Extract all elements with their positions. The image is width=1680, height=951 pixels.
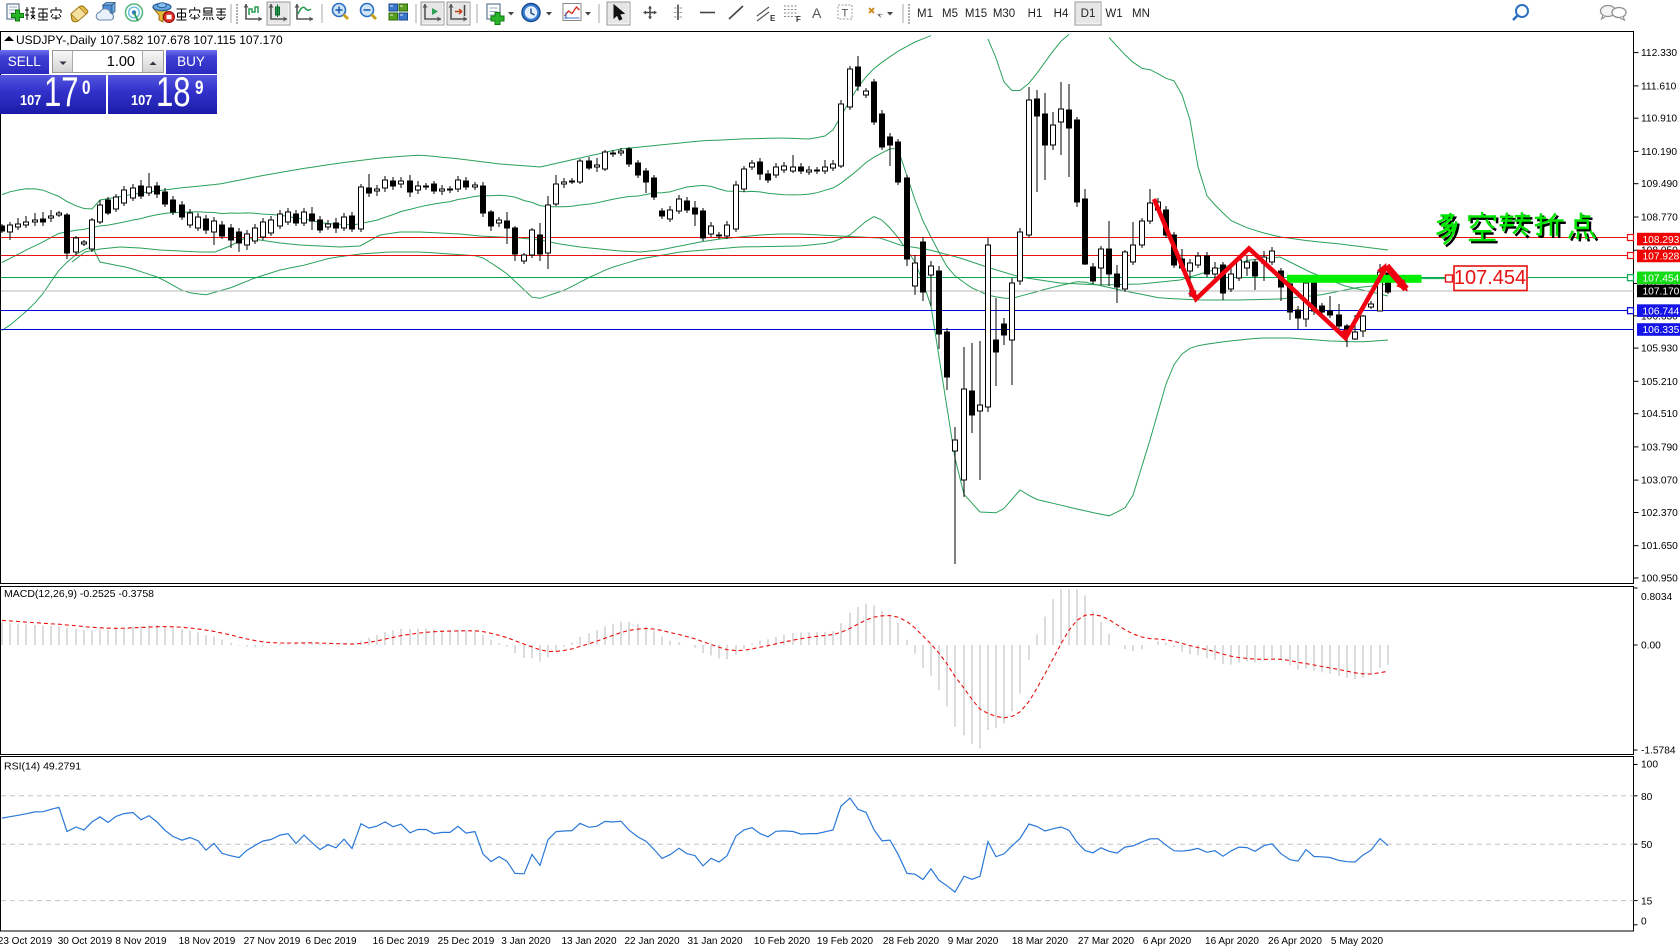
svg-text:108.293: 108.293 bbox=[1643, 235, 1680, 246]
svg-text:8 Nov 2019: 8 Nov 2019 bbox=[115, 936, 167, 947]
svg-text:27 Nov 2019: 27 Nov 2019 bbox=[244, 936, 301, 947]
svg-text:107.454: 107.454 bbox=[1454, 267, 1526, 289]
svg-text:105.210: 105.210 bbox=[1641, 377, 1678, 388]
svg-text:26 Apr 2020: 26 Apr 2020 bbox=[1268, 936, 1322, 947]
svg-text:22 Jan 2020: 22 Jan 2020 bbox=[624, 936, 679, 947]
svg-text:5 May 2020: 5 May 2020 bbox=[1331, 936, 1384, 947]
svg-text:107.454: 107.454 bbox=[1643, 274, 1680, 285]
svg-text:6 Apr 2020: 6 Apr 2020 bbox=[1143, 936, 1192, 947]
svg-text:13 Jan 2020: 13 Jan 2020 bbox=[561, 936, 616, 947]
svg-text:-1.5784: -1.5784 bbox=[1641, 746, 1676, 757]
svg-text:D1: D1 bbox=[1081, 8, 1096, 20]
svg-text:M1: M1 bbox=[917, 8, 933, 20]
svg-text:112.330: 112.330 bbox=[1641, 48, 1677, 59]
svg-text:107.582 107.678 107.115 107.17: 107.582 107.678 107.115 107.170 bbox=[100, 33, 283, 47]
svg-text:28 Feb 2020: 28 Feb 2020 bbox=[883, 936, 940, 947]
svg-text:6 Dec 2019: 6 Dec 2019 bbox=[305, 936, 357, 947]
svg-text:106.744: 106.744 bbox=[1643, 306, 1680, 317]
svg-text:19 Feb 2020: 19 Feb 2020 bbox=[817, 936, 874, 947]
svg-text:108.770: 108.770 bbox=[1641, 212, 1678, 223]
svg-text:0: 0 bbox=[1641, 917, 1647, 928]
svg-text:111.610: 111.610 bbox=[1641, 81, 1677, 92]
svg-text:50: 50 bbox=[1641, 840, 1653, 851]
svg-text:0.00: 0.00 bbox=[1641, 641, 1661, 652]
svg-text:110.190: 110.190 bbox=[1641, 147, 1677, 158]
svg-text:103.070: 103.070 bbox=[1641, 476, 1678, 487]
svg-text:16 Apr 2020: 16 Apr 2020 bbox=[1205, 936, 1259, 947]
svg-text:100.950: 100.950 bbox=[1641, 574, 1678, 585]
svg-text:M5: M5 bbox=[942, 8, 958, 20]
svg-text:18 Nov 2019: 18 Nov 2019 bbox=[179, 936, 236, 947]
svg-text:F: F bbox=[796, 15, 801, 24]
svg-text:100: 100 bbox=[1641, 760, 1658, 771]
svg-text:10 Feb 2020: 10 Feb 2020 bbox=[754, 936, 811, 947]
svg-text:107.170: 107.170 bbox=[1643, 287, 1680, 298]
svg-text:105.930: 105.930 bbox=[1641, 344, 1678, 355]
svg-text:15: 15 bbox=[1641, 897, 1653, 908]
svg-text:0.8034: 0.8034 bbox=[1641, 592, 1672, 603]
svg-text:MN: MN bbox=[1132, 8, 1150, 20]
svg-text:M30: M30 bbox=[993, 8, 1015, 20]
svg-text:104.510: 104.510 bbox=[1641, 409, 1678, 420]
svg-text:MACD(12,26,9) -0.2525 -0.3758: MACD(12,26,9) -0.2525 -0.3758 bbox=[4, 588, 154, 600]
svg-text:106.335: 106.335 bbox=[1643, 325, 1680, 336]
svg-text:M15: M15 bbox=[965, 8, 987, 20]
svg-text:107.928: 107.928 bbox=[1643, 252, 1680, 263]
svg-text:W1: W1 bbox=[1105, 8, 1122, 20]
svg-text:E: E bbox=[770, 14, 776, 23]
svg-text:103.790: 103.790 bbox=[1641, 442, 1678, 453]
svg-text:101.650: 101.650 bbox=[1641, 541, 1678, 552]
svg-text:109.490: 109.490 bbox=[1641, 179, 1678, 190]
svg-text:25 Dec 2019: 25 Dec 2019 bbox=[438, 936, 495, 947]
svg-text:3 Jan 2020: 3 Jan 2020 bbox=[501, 936, 551, 947]
svg-text:102.370: 102.370 bbox=[1641, 508, 1678, 519]
svg-text:107.330: 107.330 bbox=[1641, 279, 1678, 290]
svg-text:9 Mar 2020: 9 Mar 2020 bbox=[948, 936, 999, 947]
svg-text:23 Oct 2019: 23 Oct 2019 bbox=[0, 936, 53, 947]
svg-text:RSI(14) 49.2791: RSI(14) 49.2791 bbox=[4, 761, 81, 773]
svg-text:80: 80 bbox=[1641, 792, 1653, 803]
svg-text:18 Mar 2020: 18 Mar 2020 bbox=[1012, 936, 1069, 947]
svg-text:16 Dec 2019: 16 Dec 2019 bbox=[373, 936, 430, 947]
svg-text:30 Oct 2019: 30 Oct 2019 bbox=[58, 936, 113, 947]
svg-text:H4: H4 bbox=[1054, 8, 1069, 20]
svg-text:31 Jan 2020: 31 Jan 2020 bbox=[687, 936, 742, 947]
svg-text:27 Mar 2020: 27 Mar 2020 bbox=[1078, 936, 1135, 947]
svg-text:T: T bbox=[842, 8, 849, 20]
svg-text:110.910: 110.910 bbox=[1641, 114, 1677, 125]
svg-text:H1: H1 bbox=[1028, 8, 1043, 20]
svg-text:A: A bbox=[812, 5, 822, 21]
svg-text:USDJPY-,Daily: USDJPY-,Daily bbox=[16, 33, 96, 47]
